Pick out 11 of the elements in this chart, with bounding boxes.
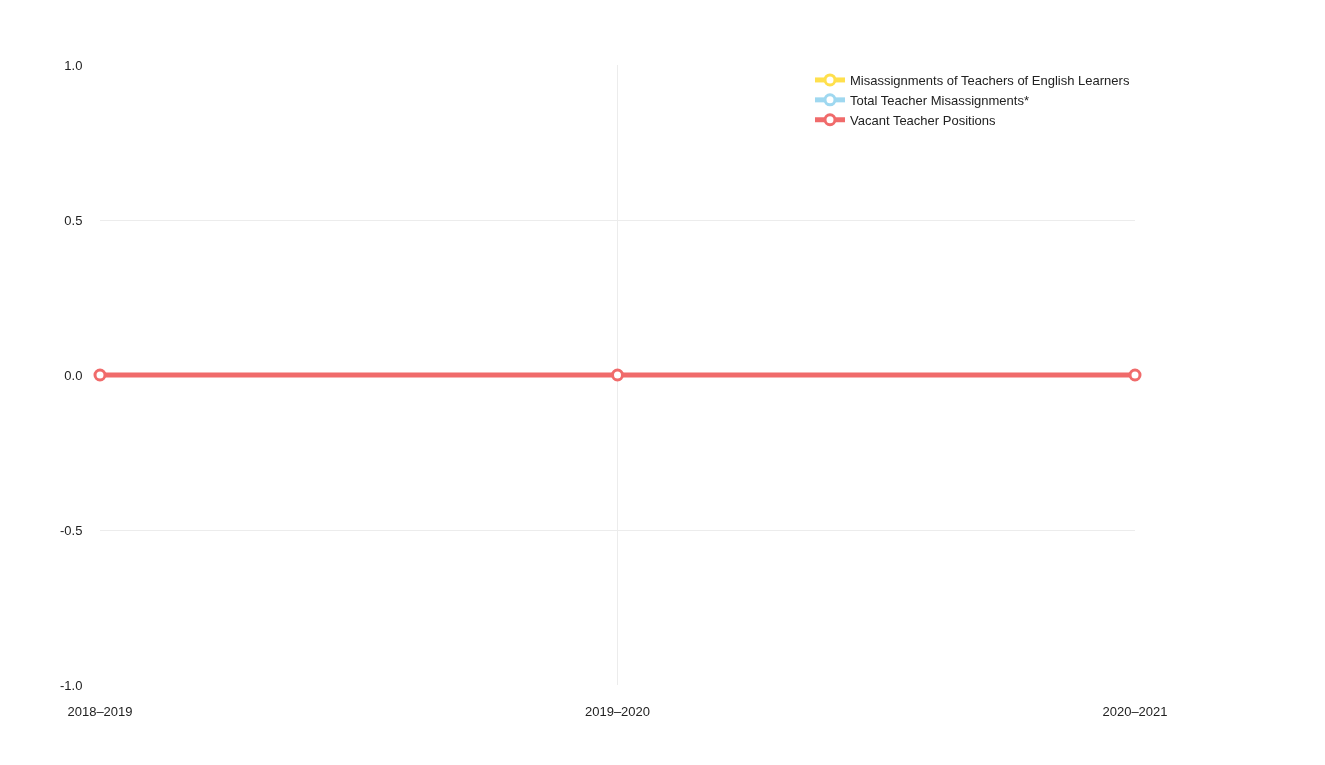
y-tick-label: 0.5 — [64, 212, 83, 228]
legend-label: Vacant Teacher Positions — [850, 112, 996, 128]
legend-label: Total Teacher Misassignments* — [850, 92, 1029, 108]
legend-label: Misassignments of Teachers of English Learners — [850, 73, 1130, 89]
y-tick-label: -1.0 — [59, 677, 83, 693]
y-tick-label: 0.0 — [64, 367, 83, 383]
x-tick-label: 2018–2019 — [67, 703, 133, 719]
x-tick-label: 2019–2020 — [584, 703, 651, 719]
y-tick-label: 1.0 — [64, 57, 83, 73]
x-tick-label: 2020–2021 — [1102, 703, 1168, 719]
y-tick-label: -0.5 — [59, 522, 83, 538]
